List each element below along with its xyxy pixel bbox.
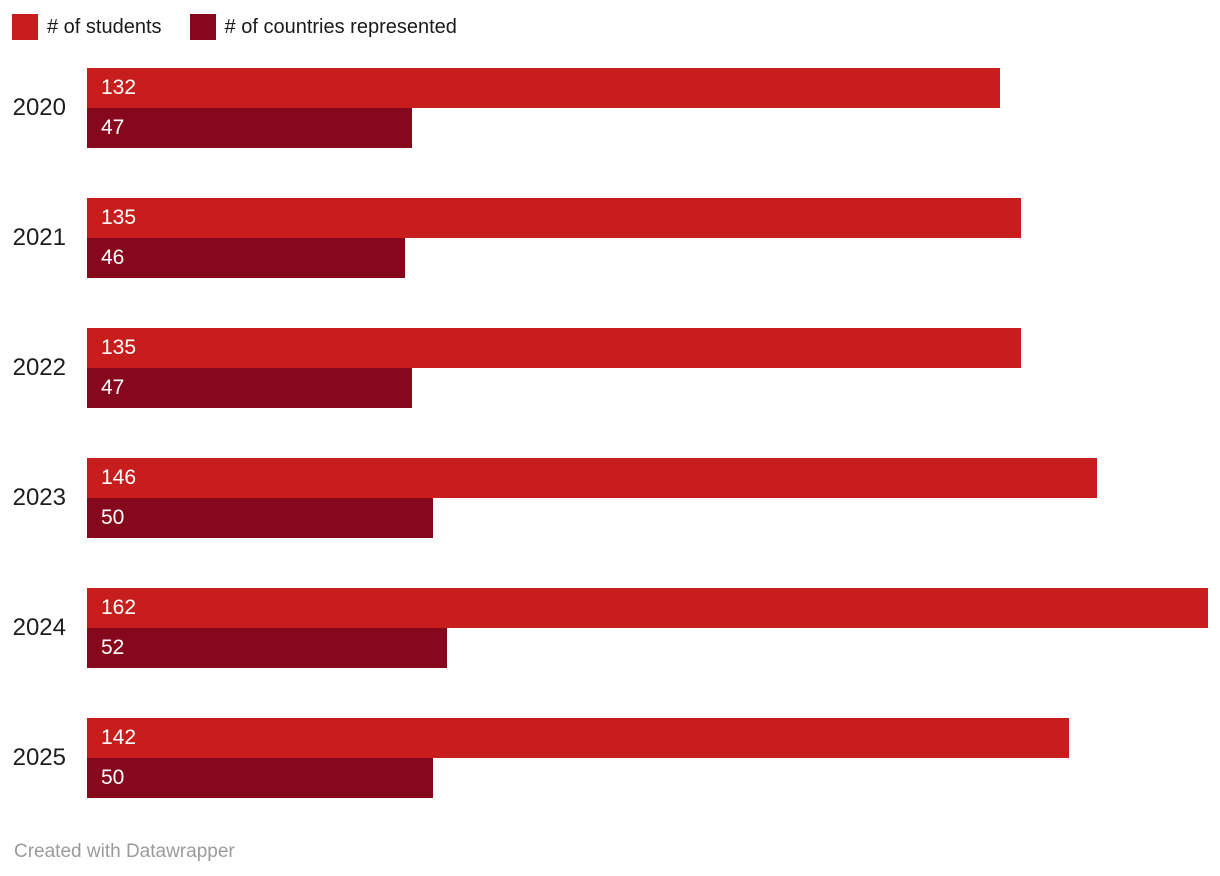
- bar-value-label: 50: [101, 766, 125, 789]
- students-bar: 135: [87, 328, 1021, 368]
- bar-value-label: 135: [101, 206, 137, 229]
- category-label: 2021: [12, 224, 66, 251]
- bar-value-label: 47: [101, 116, 125, 139]
- countries-bar: 50: [87, 758, 433, 798]
- students-bar: 146: [87, 458, 1097, 498]
- countries-bar: 47: [87, 368, 413, 408]
- bar-value-label: 135: [101, 336, 137, 359]
- bar-chart: 2020 132 47 2021 135 46 2022 135 47 2023 146 50 2024…: [0, 68, 1220, 798]
- category-label: 2022: [12, 354, 66, 381]
- bar-value-label: 52: [101, 636, 125, 659]
- countries-bar: 47: [87, 108, 413, 148]
- bar-value-label: 142: [101, 726, 137, 749]
- bar-value-label: 162: [101, 596, 137, 619]
- countries-bar: 46: [87, 238, 406, 278]
- students-bar: 162: [87, 588, 1208, 628]
- bar-group: 2021 135 46: [0, 198, 1220, 278]
- legend-item-students: # of students: [12, 14, 162, 40]
- category-label: 2025: [12, 744, 66, 771]
- bar-group: 2024 162 52: [0, 588, 1220, 668]
- students-bar: 132: [87, 68, 1000, 108]
- countries-bar: 50: [87, 498, 433, 538]
- bar-group: 2020 132 47: [0, 68, 1220, 148]
- category-label: 2024: [12, 614, 66, 641]
- students-bar: 135: [87, 198, 1021, 238]
- bar-value-label: 47: [101, 376, 125, 399]
- legend-item-countries: # of countries represented: [189, 14, 457, 40]
- bar-group: 2022 135 47: [0, 328, 1220, 408]
- students-bar: 142: [87, 718, 1070, 758]
- students-swatch-icon: [12, 14, 38, 40]
- countries-swatch-icon: [189, 14, 216, 40]
- bar-group: 2023 146 50: [0, 458, 1220, 538]
- legend-label: # of countries represented: [224, 15, 457, 38]
- countries-bar: 52: [87, 628, 447, 668]
- bar-value-label: 146: [101, 466, 137, 489]
- bar-value-label: 50: [101, 506, 125, 529]
- bar-value-label: 132: [101, 76, 137, 99]
- legend-label: # of students: [47, 15, 162, 38]
- category-label: 2023: [12, 484, 66, 511]
- bar-group: 2025 142 50: [0, 718, 1220, 798]
- bar-value-label: 46: [101, 246, 125, 269]
- attribution-text: Created with Datawrapper: [14, 841, 235, 862]
- category-label: 2020: [12, 94, 66, 121]
- legend: # of students # of countries represented: [12, 14, 485, 40]
